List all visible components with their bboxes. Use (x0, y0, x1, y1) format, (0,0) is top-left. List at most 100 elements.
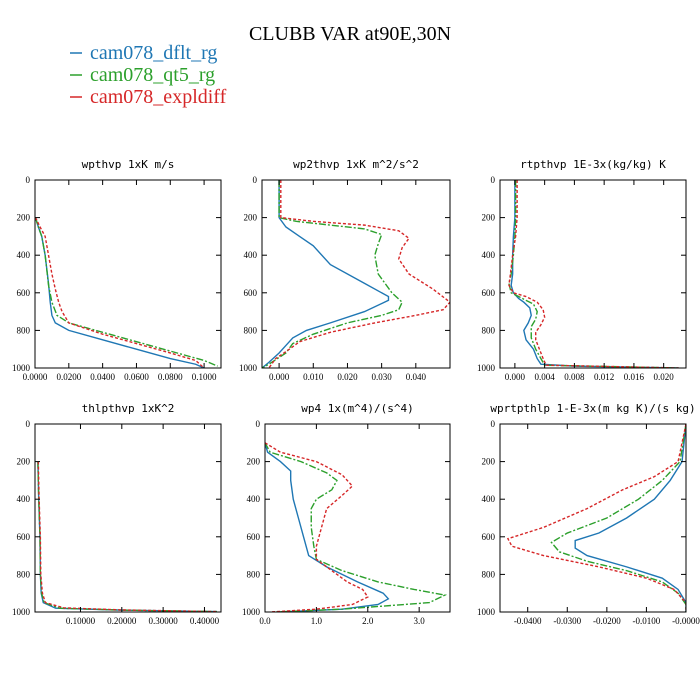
legend-label-qt5: cam078_qt5_rg (90, 64, 215, 86)
y-tick-label: 400 (244, 250, 258, 260)
y-tick-label: 0 (256, 419, 261, 429)
series-line-cam078-qt5-rg-panel-2 (262, 180, 403, 368)
panel-title-1: wpthvp 1xK m/s (82, 158, 175, 171)
y-tick-label: 600 (17, 288, 31, 298)
plot-frame-4 (34, 423, 222, 613)
legend-label-expldiff: cam078_expldiff (90, 86, 227, 108)
x-tick-label: 0.000 (505, 372, 526, 382)
y-tick-label: 600 (17, 532, 31, 542)
panel-5: wp4 1x(m^4)/(s^4) 0 200 400 600 800 10000.0 1.0… (242, 402, 451, 626)
y-tick-label: 800 (17, 569, 31, 579)
panel-title-4: thlpthvp 1xK^2 (82, 402, 175, 415)
y-tick-label: 200 (482, 213, 496, 223)
y-tick-label: 800 (17, 325, 31, 335)
y-tick-label: 0 (491, 175, 496, 185)
x-tick-label: 0.1000 (192, 372, 217, 382)
x-tick-label: 0.008 (564, 372, 585, 382)
series-line-cam078-expldiff-panel-1 (35, 217, 205, 368)
x-tick-label: 0.10000 (66, 616, 96, 626)
y-tick-label: 600 (482, 288, 496, 298)
y-tick-label: 1000 (477, 607, 496, 617)
x-tick-label: 0.040 (406, 372, 427, 382)
x-tick-label: 3.0 (414, 616, 426, 626)
y-tick-label: 1000 (239, 363, 258, 373)
x-tick-label: 0.20000 (107, 616, 137, 626)
y-tick-label: 0 (26, 175, 31, 185)
y-tick-label: 200 (247, 457, 261, 467)
x-tick-label: 0.0200 (56, 372, 81, 382)
x-tick-label: 0.0600 (124, 372, 149, 382)
x-tick-label: 0.020 (337, 372, 358, 382)
x-tick-label: -0.0100 (633, 616, 661, 626)
legend-entry-qt5: cam078_qt5_rg (70, 64, 215, 86)
series-line-cam078-expldiff-panel-4 (37, 461, 217, 612)
series-line-cam078-qt5-rg-panel-1 (35, 217, 218, 367)
plot-frame-5 (264, 423, 451, 613)
panel-3: rtpthvp 1E-3x(kg/kg) K 0 200 400 600 800 1000 0… (477, 158, 687, 382)
x-tick-label: 0.010 (303, 372, 324, 382)
y-tick-label: 1000 (12, 363, 31, 373)
panel-4: thlpthvp 1xK^2 0 200 400 600 800 1000 0.10000 0.… (12, 402, 222, 626)
series-line-cam078-qt5-rg-panel-3 (508, 180, 679, 368)
y-tick-label: 200 (482, 457, 496, 467)
figure-title: CLUBB VAR at90E,30N (249, 23, 451, 45)
y-tick-label: 600 (247, 532, 261, 542)
series-line-cam078-dflt-rg-panel-4 (37, 461, 217, 612)
y-tick-label: 800 (244, 325, 258, 335)
series-line-cam078-expldiff-panel-2 (268, 180, 450, 368)
legend-label-dflt: cam078_dflt_rg (90, 42, 217, 64)
y-tick-label: 0 (26, 419, 31, 429)
x-tick-label: 1.0 (311, 616, 323, 626)
y-tick-label: 400 (482, 494, 496, 504)
series-line-cam078-expldiff-panel-5 (265, 442, 369, 612)
x-tick-label: 0.0800 (158, 372, 183, 382)
y-tick-label: 800 (482, 569, 496, 579)
y-tick-label: 200 (17, 457, 31, 467)
x-tick-label: 0.004 (535, 372, 556, 382)
x-tick-label: 0.30000 (149, 616, 179, 626)
series-line-cam078-qt5-rg-panel-6 (550, 424, 686, 612)
y-tick-label: 0 (253, 175, 258, 185)
y-tick-label: 0 (491, 419, 496, 429)
y-tick-label: 1000 (477, 363, 496, 373)
series-line-cam078-dflt-rg-panel-5 (265, 442, 390, 612)
series-line-cam078-qt5-rg-panel-4 (37, 461, 217, 612)
x-tick-label: 0.020 (654, 372, 675, 382)
x-tick-label: 0.0000 (23, 372, 48, 382)
legend-entry-dflt: cam078_dflt_rg (70, 42, 217, 64)
panel-title-3: rtpthvp 1E-3x(kg/kg) K (520, 158, 666, 171)
plot-frame-2 (261, 179, 451, 369)
y-tick-label: 400 (482, 250, 496, 260)
x-tick-label: 0.012 (594, 372, 614, 382)
y-tick-label: 800 (247, 569, 261, 579)
x-tick-label: 0.030 (372, 372, 393, 382)
x-tick-label: -0.0400 (514, 616, 542, 626)
x-tick-label: 2.0 (362, 616, 374, 626)
series-line-cam078-dflt-rg-panel-2 (262, 180, 390, 368)
panel-6: wprtpthlp 1-E-3x(m kg K)/(s kg) 0 200 400 60… (477, 402, 700, 626)
x-tick-label: -0.0300 (553, 616, 581, 626)
y-tick-label: 1000 (12, 607, 31, 617)
plot-frame-3 (499, 179, 687, 369)
x-tick-label: -0.0200 (593, 616, 621, 626)
series-line-cam078-expldiff-panel-3 (508, 180, 679, 368)
series-line-cam078-dflt-rg-panel-1 (35, 217, 205, 368)
x-tick-label: 0.40000 (190, 616, 220, 626)
y-tick-label: 400 (17, 494, 31, 504)
plot-frame-1 (34, 179, 222, 369)
plot-frame-6 (499, 423, 687, 613)
y-tick-label: 1000 (242, 607, 261, 617)
panel-1: wpthvp 1xK m/s 0 200 400 600 800 10000.0000 0.0… (12, 158, 222, 382)
y-tick-label: 600 (244, 288, 258, 298)
y-tick-label: 600 (482, 532, 496, 542)
x-tick-label: 0.0400 (90, 372, 115, 382)
y-tick-label: 200 (17, 213, 31, 223)
series-line-cam078-dflt-rg-panel-6 (574, 424, 686, 612)
panel-2: wp2thvp 1xK m^2/s^2 0 200 400 600 800 1000 0.00… (239, 158, 451, 382)
x-tick-label: 0.000 (269, 372, 290, 382)
panel-title-2: wp2thvp 1xK m^2/s^2 (293, 158, 419, 171)
y-tick-label: 800 (482, 325, 496, 335)
panel-title-5: wp4 1x(m^4)/(s^4) (301, 402, 414, 415)
y-tick-label: 200 (244, 213, 258, 223)
